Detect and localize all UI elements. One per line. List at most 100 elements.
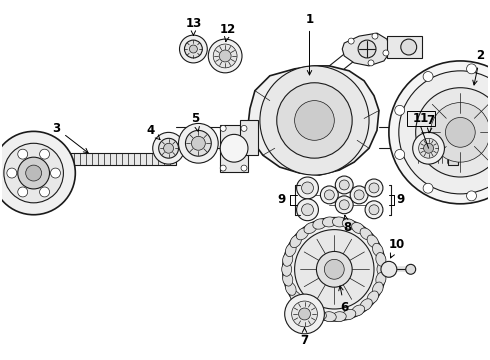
Circle shape [401,39,416,55]
Circle shape [178,123,218,163]
Circle shape [260,66,369,175]
Ellipse shape [377,262,387,276]
Circle shape [159,138,178,158]
Circle shape [335,176,353,194]
Circle shape [320,186,338,204]
Circle shape [213,44,237,68]
Circle shape [423,72,433,81]
Circle shape [292,301,318,327]
Circle shape [220,134,248,162]
Circle shape [25,165,42,181]
Circle shape [424,143,434,153]
Ellipse shape [283,272,293,286]
Bar [414,150,453,163]
Text: 8: 8 [343,215,351,234]
Circle shape [339,200,349,210]
Circle shape [219,50,231,62]
Circle shape [164,143,173,153]
Ellipse shape [372,243,383,257]
Circle shape [285,294,324,334]
Text: 13: 13 [185,17,201,36]
Circle shape [406,264,416,274]
Circle shape [369,183,379,193]
Circle shape [294,230,374,309]
Ellipse shape [352,305,365,316]
Circle shape [399,71,490,194]
Circle shape [365,201,383,219]
Circle shape [40,187,49,197]
Circle shape [418,138,439,158]
Circle shape [298,308,311,320]
Circle shape [294,100,334,140]
Circle shape [358,40,376,58]
Ellipse shape [290,235,301,248]
Circle shape [350,186,368,204]
Circle shape [18,149,28,159]
Text: 4: 4 [147,124,160,140]
Text: 12: 12 [220,23,236,41]
Circle shape [416,88,490,177]
Ellipse shape [313,219,326,229]
Text: 9: 9 [397,193,405,206]
Ellipse shape [342,310,356,320]
Ellipse shape [296,299,309,311]
Ellipse shape [304,305,317,316]
Circle shape [365,179,383,197]
Circle shape [372,33,378,39]
Circle shape [179,35,207,63]
Ellipse shape [332,312,346,322]
Circle shape [389,61,490,204]
Ellipse shape [286,243,296,257]
Text: 9: 9 [278,193,286,206]
Ellipse shape [360,299,372,311]
Circle shape [0,131,75,215]
Circle shape [208,39,242,73]
FancyBboxPatch shape [240,121,258,155]
FancyBboxPatch shape [448,148,458,165]
Circle shape [381,261,397,277]
Circle shape [413,132,444,164]
Circle shape [348,38,354,44]
Text: 1: 1 [305,13,314,75]
Circle shape [395,105,405,115]
Circle shape [296,199,318,221]
Ellipse shape [342,219,356,229]
Text: 3: 3 [52,122,88,153]
Circle shape [431,103,490,162]
Circle shape [185,130,211,156]
Circle shape [4,143,63,203]
Ellipse shape [360,228,372,240]
Ellipse shape [367,235,379,248]
Circle shape [395,149,405,159]
Text: 7: 7 [300,328,309,347]
Ellipse shape [313,310,326,320]
Circle shape [466,64,476,74]
Ellipse shape [282,262,292,276]
Ellipse shape [286,282,296,295]
Circle shape [335,196,353,214]
Polygon shape [220,125,248,172]
Ellipse shape [283,252,293,266]
Circle shape [184,40,202,58]
Circle shape [283,218,386,321]
Ellipse shape [304,222,317,234]
Circle shape [383,50,389,56]
Circle shape [190,45,197,53]
Circle shape [40,149,49,159]
Circle shape [354,190,364,200]
Circle shape [324,260,344,279]
Circle shape [324,190,334,200]
Text: 2: 2 [473,49,484,85]
Bar [40,153,175,165]
Circle shape [301,182,314,194]
Circle shape [18,187,28,197]
Ellipse shape [290,291,301,303]
Ellipse shape [352,222,365,234]
Text: 11: 11 [413,112,429,125]
Text: 6: 6 [339,286,348,314]
Circle shape [153,132,184,164]
Circle shape [317,251,352,287]
Circle shape [241,125,247,131]
Ellipse shape [376,252,386,266]
Ellipse shape [372,282,383,295]
